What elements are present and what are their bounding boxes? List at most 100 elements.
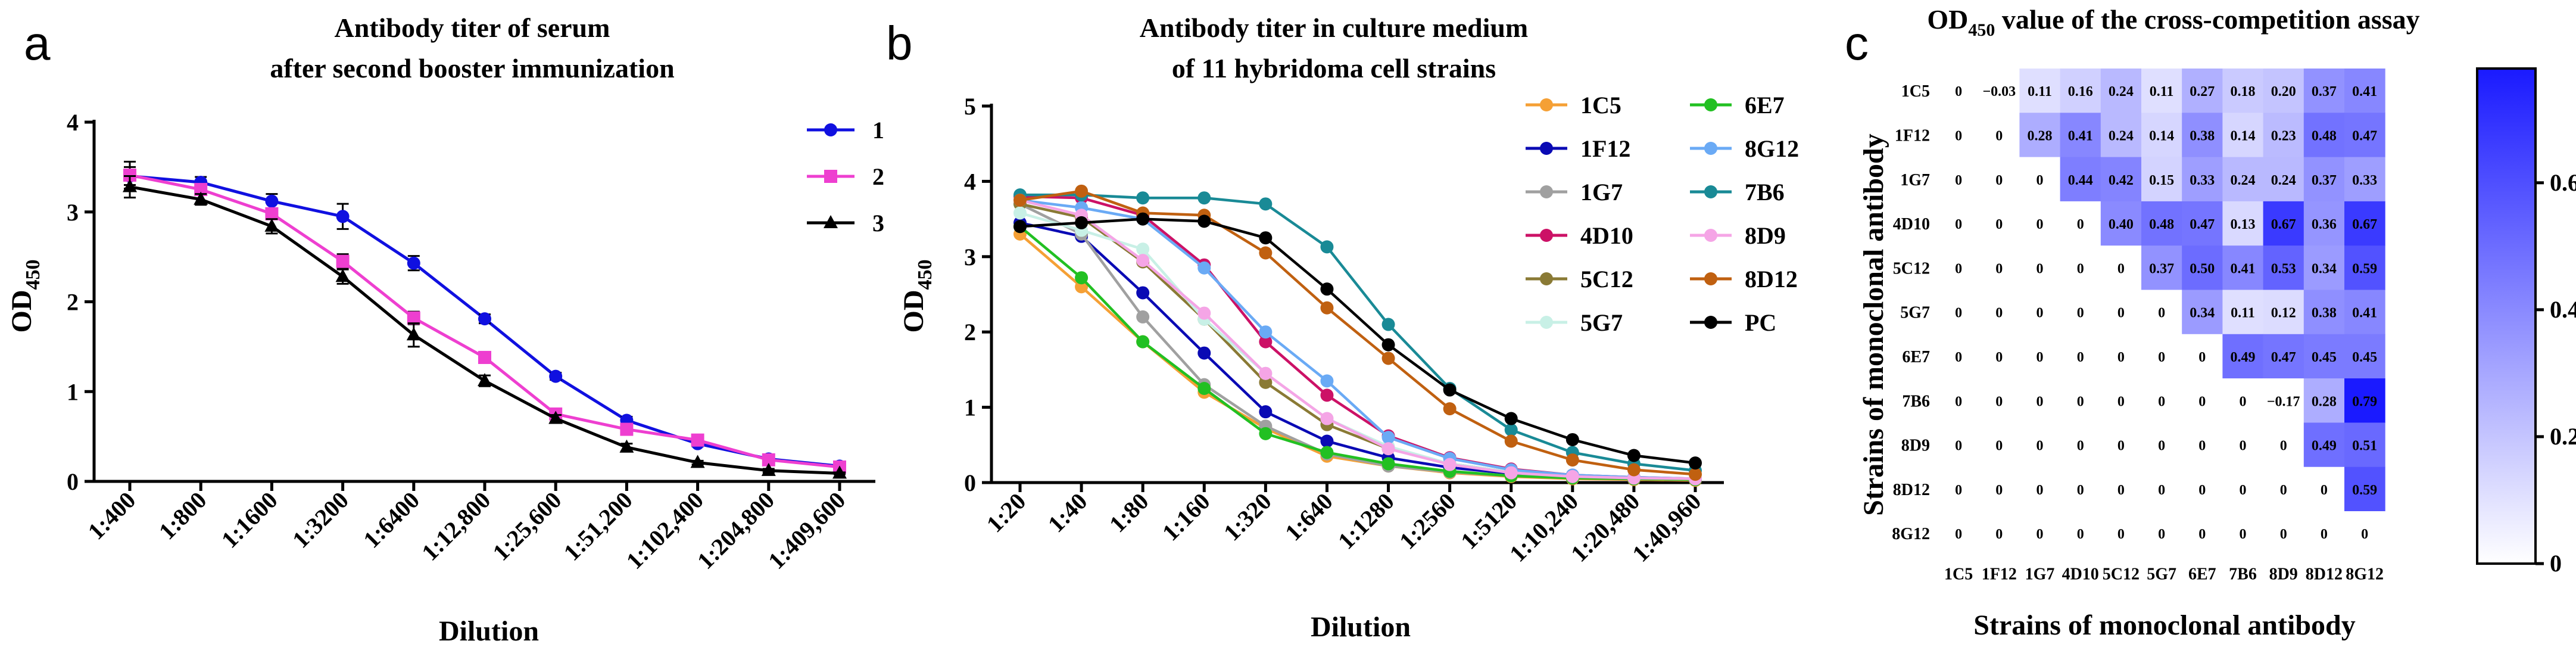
heatmap-cell-value: 0 [1995,261,2003,276]
chart-b-legend-marker [1704,229,1717,242]
heatmap-cell [2141,201,2182,246]
heatmap-cell-value: 0.41 [2352,306,2377,321]
heatmap-cell-value: 0.47 [2190,217,2215,232]
chart-b-point [1259,366,1273,380]
heatmap-cell [2100,511,2142,556]
chart-b-point [1075,216,1089,229]
heatmap-col-label: 6E7 [2188,565,2216,583]
heatmap-cell [2303,245,2345,290]
heatmap-cell [2182,245,2223,290]
chart-a-point [761,462,776,476]
chart-b-point [1259,405,1273,419]
heatmap-col-label: 1F12 [1982,565,2017,583]
heatmap-cell [2182,113,2223,158]
heatmap-cell-value: 0.67 [2352,217,2377,232]
chart-b-legend-item: 1F12 [1526,135,1630,162]
colorbar-tick-label: 0 [2550,550,2562,577]
heatmap-cell-value: 0.11 [2028,84,2052,99]
heatmap-cell [1979,157,2020,202]
heatmap-cell-value: 0 [1955,84,1962,99]
heatmap-cell-value: 0 [2117,394,2125,409]
colorbar-tick-label: 0.4 [2550,296,2576,323]
heatmap-cell-value: 0.27 [2190,84,2215,99]
chart-b-series-line [1019,198,1696,480]
chart-b-series-line [1019,217,1696,465]
chart-b-y-axis-title: OD450 [898,260,936,333]
heatmap-cell-value: 0 [2037,483,2044,498]
heatmap-cell [1979,290,2020,335]
heatmap-cell [2222,290,2264,335]
heatmap-cell [1938,245,1979,290]
chart-a-ytick-label: 3 [67,199,79,226]
heatmap-cell [2060,245,2101,290]
chart-b-point [1197,346,1211,360]
heatmap-cell [2222,113,2264,158]
heatmap-row-label: 8D12 [1893,481,1930,499]
chart-b-point [1565,469,1579,483]
chart-a-point [265,207,279,220]
heatmap-cell-value: 0 [1955,261,1962,276]
chart-a-legend-marker [824,170,837,183]
heatmap-cell [2019,511,2061,556]
heatmap-cell [2303,378,2345,423]
chart-a-ytick-label: 2 [67,289,79,316]
heatmap-cell-value: 0.14 [2231,128,2256,144]
chart-b-point [1381,338,1395,352]
chart-a-legend-marker [824,215,838,228]
heatmap-cell-value: 0 [2117,438,2125,454]
chart-a-point [690,455,705,468]
heatmap-cell-value: 0 [2077,306,2084,321]
chart-a-point [478,312,491,326]
chart-b-xtick-label: 1:160 [1157,488,1215,546]
chart-b-point [1259,197,1273,211]
chart-c: OD450 value of the cross-competition ass… [1858,4,2576,641]
chart-b-legend-marker [1704,98,1717,111]
heatmap-cell [2263,334,2304,379]
heatmap-cell-value: 0 [1955,394,1962,409]
heatmap-cell [1938,201,1979,246]
heatmap-cell-value: 0.40 [2109,217,2134,232]
chart-b-point [1320,434,1334,448]
chart-b-legend-label: 7B6 [1745,179,1785,206]
chart-b-legend-item: 8G12 [1690,135,1799,162]
chart-b-point [1136,191,1150,205]
heatmap-cell [2182,466,2223,512]
heatmap-cell [2303,511,2345,556]
heatmap-cell [1979,334,2020,379]
heatmap-cell [2263,201,2304,246]
heatmap-cell [2019,201,2061,246]
chart-b-series-line [1019,198,1696,480]
heatmap-cell [2100,201,2142,246]
heatmap-row-label: 7B6 [1902,392,1930,410]
heatmap-cell-value: 0 [2117,306,2125,321]
chart-b-point [1136,242,1150,256]
heatmap-cell-value: 0 [2158,527,2165,542]
heatmap-cell [2344,334,2385,379]
heatmap-cell-value: 0 [1955,350,1962,365]
chart-b-point [1259,231,1273,245]
heatmap-cell-value: 0 [2077,483,2084,498]
heatmap-cell-value: 0.15 [2149,173,2174,188]
heatmap-cell-value: 0 [1995,483,2003,498]
chart-b-legend-item: 6E7 [1690,92,1785,119]
chart-b-legend-item: 7B6 [1690,179,1785,206]
heatmap-cell [2303,69,2345,113]
heatmap-cell-value: 0 [1995,306,2003,321]
chart-b-legend-item: 1C5 [1526,92,1621,119]
heatmap-cell [2141,511,2182,556]
heatmap-cell-value: 0 [2077,350,2084,365]
heatmap-cell [1938,511,1979,556]
heatmap-cell [2222,157,2264,202]
chart-b-ytick-label: 4 [964,168,976,195]
chart-a-xlabel: Dilution [439,615,539,647]
heatmap-cell [2222,69,2264,113]
heatmap-cell-value: 0 [2198,438,2206,454]
heatmap-cell-value: 0 [2240,483,2247,498]
colorbar-tick-label: 0.6 [2550,169,2576,196]
chart-b-legend-item: 8D12 [1690,266,1798,293]
chart-b-point [1689,456,1702,470]
chart-b-point [1197,214,1211,228]
heatmap-cell-value: 0.24 [2109,128,2134,144]
heatmap-cell-value: 0 [2158,394,2165,409]
chart-c-y-axis-title: Strains of monoclonal antibody [1858,133,1889,515]
